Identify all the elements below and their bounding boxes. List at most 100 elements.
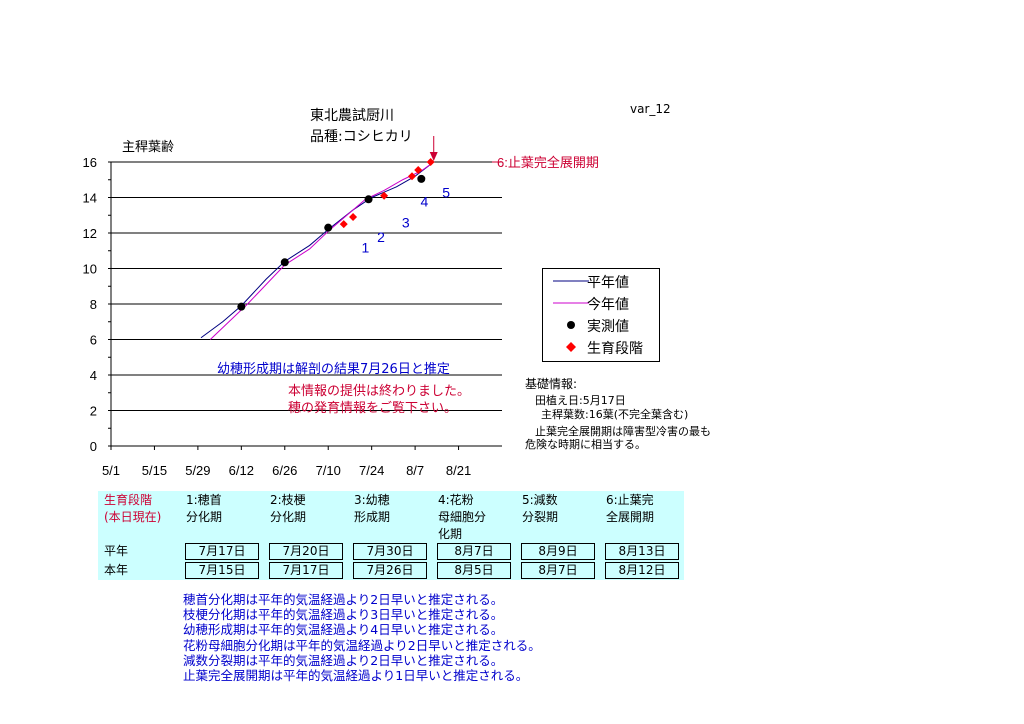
- cell-value: 8月5日: [437, 562, 511, 579]
- y-tick-label: 0: [90, 439, 97, 454]
- y-tick-label: 10: [83, 262, 97, 277]
- cell-value: 7月15日: [185, 562, 259, 579]
- legend-label: 平年値: [587, 275, 629, 291]
- header-line: 全展開期: [606, 510, 655, 524]
- y-tick-label: 12: [83, 226, 97, 241]
- var-label: var_12: [630, 102, 671, 116]
- stage-number-label: 4: [421, 193, 429, 209]
- note-line: 枝梗分化期は平年的気温経過より3日早いと推定される。: [183, 607, 504, 623]
- note-line: 花粉母細胞分化期は平年的気温経過より2日早いと推定される。: [183, 637, 541, 653]
- measured-point: [364, 195, 373, 204]
- header-line: 5:減数: [522, 493, 558, 507]
- table-cell: 8月5日: [432, 561, 516, 580]
- note-line: 穂首分化期は平年的気温経過より2日早いと推定される。: [183, 592, 504, 607]
- corner-line2: (本日現在): [104, 510, 162, 524]
- series-line: [209, 161, 435, 340]
- y-tick-label: 2: [90, 404, 97, 419]
- grid-lines: [111, 161, 502, 411]
- x-tick-label: 6/26: [272, 463, 297, 478]
- stage-marker: [380, 191, 389, 200]
- legend-line-this-year-icon: [553, 302, 589, 304]
- corner-line1: 生育段階: [104, 493, 153, 507]
- table-header-cell: 3:幼穂 形成期: [348, 491, 432, 542]
- measured-point: [280, 258, 289, 267]
- table-row: 平年 7月17日 7月20日 7月30日 8月7日 8月9日 8月13日: [98, 542, 684, 561]
- legend-label: 生育段階: [587, 341, 643, 357]
- stage-number-label: 2: [377, 229, 385, 245]
- y-axis-title: 主稈葉齢: [122, 140, 175, 155]
- annotation-see-ear-info: 穂の発育情報をご覧下さい。: [288, 401, 458, 416]
- stage-notes: 穂首分化期は平年的気温経過より2日早いと推定される。 枝梗分化期は平年的気温経過…: [183, 592, 541, 683]
- stage-number-label: 1: [362, 240, 370, 256]
- chart-legend: 平年値 今年値 実測値 生育段階: [542, 268, 660, 362]
- y-tick-label: 4: [90, 368, 97, 383]
- cell-value: 7月17日: [185, 543, 259, 560]
- table-cell: 7月30日: [348, 542, 432, 561]
- table-row: 本年 7月15日 7月17日 7月26日 8月5日 8月7日 8月12日: [98, 561, 684, 580]
- header-line: 4:花粉: [438, 493, 474, 507]
- stage6-label: 6:止葉完全展開期: [497, 155, 599, 170]
- table-corner: 生育段階 (本日現在): [98, 491, 180, 542]
- table-header-cell: 4:花粉 母細胞分 化期: [432, 491, 516, 542]
- header-line: 分裂期: [522, 510, 559, 524]
- row-label: 本年: [98, 561, 180, 580]
- cell-value: 7月17日: [269, 562, 343, 579]
- cell-value: 8月13日: [605, 543, 679, 560]
- cell-value: 7月26日: [353, 562, 427, 579]
- legend-line-normal-icon: [553, 280, 589, 282]
- table-cell: 8月7日: [516, 561, 600, 580]
- measured-point: [417, 174, 426, 183]
- legend-label: 実測値: [587, 319, 629, 335]
- header-line: 化期: [438, 527, 463, 541]
- x-tick-label: 5/29: [185, 463, 210, 478]
- chart-title-line1: 東北農試厨川: [310, 108, 394, 124]
- x-tick-label: 8/21: [446, 463, 471, 478]
- annotation-service-ended: 本情報の提供は終わりました。: [288, 384, 471, 399]
- table-header-row: 生育段階 (本日現在) 1:穂首 分化期 2:枝梗 分化期 3:幼穂 形成期 4…: [98, 491, 684, 542]
- series: [200, 158, 435, 340]
- x-tick-label: 5/1: [102, 463, 120, 478]
- chart-title-line2: 品種:コシヒカリ: [310, 129, 413, 145]
- measured-point: [237, 302, 246, 311]
- table-cell: 8月12日: [600, 561, 684, 580]
- table-header-cell: 2:枝梗 分化期: [264, 491, 348, 542]
- legend-item-measured: 実測値: [543, 314, 659, 336]
- series-line: [200, 161, 435, 339]
- legend-item-stage: 生育段階: [543, 336, 659, 358]
- y-tick-label: 16: [83, 155, 97, 170]
- header-line: 2:枝梗: [270, 493, 306, 507]
- header-line: 分化期: [186, 510, 223, 524]
- stage-marker: [414, 165, 423, 174]
- stage-number-label: 5: [442, 185, 450, 201]
- table-cell: 7月15日: [180, 561, 264, 580]
- header-line: 1:穂首: [186, 493, 222, 507]
- note-line: 止葉完全展開期は平年的気温経過より1日早いと推定される。: [183, 668, 529, 684]
- cell-value: 8月7日: [437, 543, 511, 560]
- note-line: 幼穂形成期は平年的気温経過より4日早いと推定される。: [183, 622, 504, 638]
- cell-value: 7月20日: [269, 543, 343, 560]
- growth-stage-table: 生育段階 (本日現在) 1:穂首 分化期 2:枝梗 分化期 3:幼穂 形成期 4…: [98, 491, 684, 580]
- info-note-line2: 危険な時期に相当する。: [525, 438, 646, 451]
- table-cell: 8月9日: [516, 542, 600, 561]
- note-line: 減数分裂期は平年的気温経過より2日早いと推定される。: [183, 652, 504, 668]
- table-header-cell: 5:減数 分裂期: [516, 491, 600, 542]
- x-tick-label: 7/24: [359, 463, 384, 478]
- stage-marker: [349, 213, 358, 222]
- table-cell: 7月20日: [264, 542, 348, 561]
- header-line: 母細胞分: [438, 510, 487, 524]
- stage6-arrow-head: [429, 152, 438, 161]
- table-cell: 8月13日: [600, 542, 684, 561]
- cell-value: 8月7日: [521, 562, 595, 579]
- legend-item-normal: 平年値: [543, 270, 659, 292]
- stage-marker: [408, 172, 417, 181]
- header-line: 6:止葉完: [606, 493, 654, 507]
- table-cell: 8月7日: [432, 542, 516, 561]
- stage-number-label: 3: [402, 215, 410, 231]
- header-line: 分化期: [270, 510, 307, 524]
- table-cell: 7月17日: [264, 561, 348, 580]
- legend-diamond-icon: [566, 342, 576, 352]
- x-tick-label: 8/7: [406, 463, 424, 478]
- header-line: 3:幼穂: [354, 493, 390, 507]
